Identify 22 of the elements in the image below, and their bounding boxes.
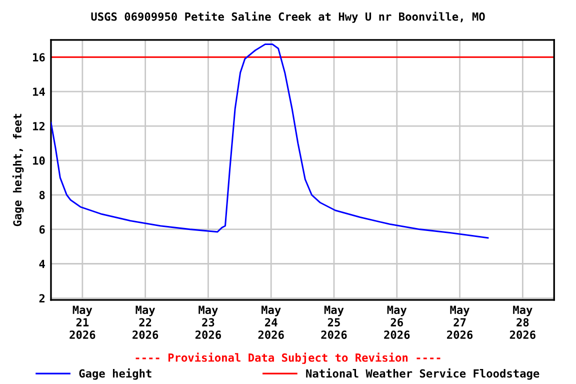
y-tick-label: 2 [39,294,44,302]
x-tick-label: May 26 2026 [384,306,410,339]
x-tick-label: May 21 2026 [70,306,96,339]
y-tick-label: 4 [39,260,45,268]
y-axis-title: Gage height, feet [12,114,24,226]
legend-label: National Weather Service Floodstage [306,368,540,380]
x-tick-label: May 25 2026 [321,306,347,339]
x-tick-label: May 27 2026 [447,306,473,339]
line-series [50,43,489,239]
y-tick-label: 12 [33,122,44,130]
x-tick-label: May 24 2026 [258,306,284,339]
legend-label: Gage height [79,368,152,380]
x-tick-label: May 28 2026 [510,306,536,339]
x-tick-label: May 23 2026 [195,306,221,339]
y-tick-label: 6 [39,225,45,234]
text: ---- Provisional Data Subject to Revision ---- [136,352,440,364]
y-tick-label: 10 [33,156,45,165]
chart-title: USGS 06909950 Petite Saline Creek at Hwy U nr Boonville, MO [91,12,485,23]
y-tick-label: 8 [39,190,45,200]
x-tick-label: May 22 2026 [132,306,158,339]
y-tick-label: 16 [33,53,45,62]
y-tick-label: 14 [33,88,45,96]
